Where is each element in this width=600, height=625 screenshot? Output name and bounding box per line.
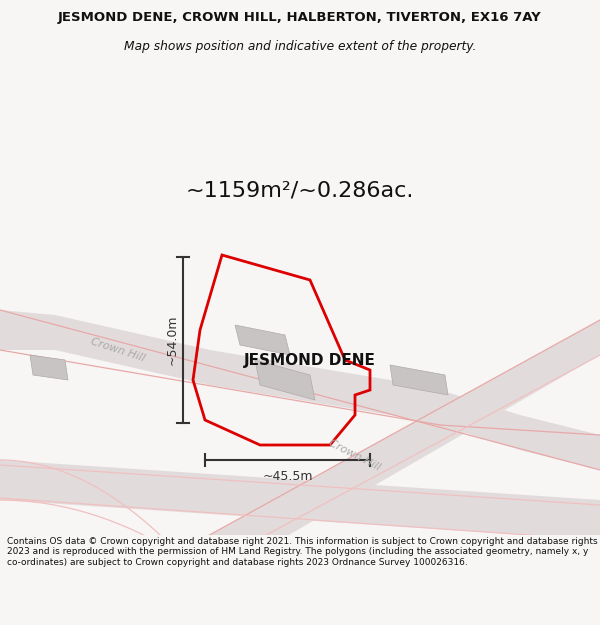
Polygon shape bbox=[0, 310, 600, 470]
Text: Crown Hill: Crown Hill bbox=[89, 336, 146, 364]
Polygon shape bbox=[0, 460, 600, 540]
Text: Crown Hill: Crown Hill bbox=[328, 438, 382, 472]
Polygon shape bbox=[155, 320, 600, 595]
Polygon shape bbox=[255, 360, 315, 400]
Polygon shape bbox=[390, 365, 448, 395]
Polygon shape bbox=[30, 355, 68, 380]
Text: Map shows position and indicative extent of the property.: Map shows position and indicative extent… bbox=[124, 40, 476, 53]
Text: ~54.0m: ~54.0m bbox=[166, 315, 179, 365]
Text: JESMOND DENE: JESMOND DENE bbox=[244, 352, 376, 367]
Text: JESMOND DENE, CROWN HILL, HALBERTON, TIVERTON, EX16 7AY: JESMOND DENE, CROWN HILL, HALBERTON, TIV… bbox=[58, 11, 542, 24]
Text: ~45.5m: ~45.5m bbox=[262, 470, 313, 483]
Text: Contains OS data © Crown copyright and database right 2021. This information is : Contains OS data © Crown copyright and d… bbox=[7, 537, 598, 567]
Text: ~1159m²/~0.286ac.: ~1159m²/~0.286ac. bbox=[186, 180, 414, 200]
Polygon shape bbox=[235, 325, 290, 355]
